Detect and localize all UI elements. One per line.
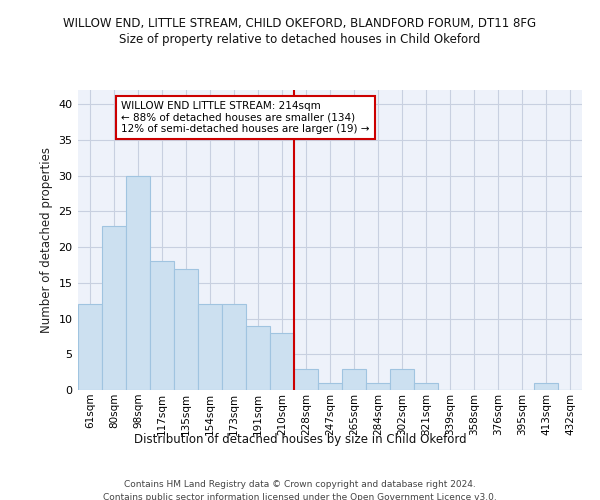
Text: WILLOW END LITTLE STREAM: 214sqm
← 88% of detached houses are smaller (134)
12% : WILLOW END LITTLE STREAM: 214sqm ← 88% o… [121, 100, 370, 134]
Bar [150, 262, 174, 390]
Bar [390, 368, 414, 390]
Text: Contains HM Land Registry data © Crown copyright and database right 2024.: Contains HM Land Registry data © Crown c… [124, 480, 476, 489]
Bar [534, 383, 558, 390]
Bar [294, 368, 318, 390]
Text: Size of property relative to detached houses in Child Okeford: Size of property relative to detached ho… [119, 32, 481, 46]
Y-axis label: Number of detached properties: Number of detached properties [40, 147, 53, 333]
Bar [318, 383, 342, 390]
Bar [366, 383, 390, 390]
Bar [342, 368, 366, 390]
Bar [414, 383, 438, 390]
Bar [198, 304, 222, 390]
Text: Contains public sector information licensed under the Open Government Licence v3: Contains public sector information licen… [103, 492, 497, 500]
Bar [174, 268, 198, 390]
Bar [102, 226, 126, 390]
Bar [126, 176, 150, 390]
Text: Distribution of detached houses by size in Child Okeford: Distribution of detached houses by size … [134, 432, 466, 446]
Text: WILLOW END, LITTLE STREAM, CHILD OKEFORD, BLANDFORD FORUM, DT11 8FG: WILLOW END, LITTLE STREAM, CHILD OKEFORD… [64, 18, 536, 30]
Bar [246, 326, 270, 390]
Bar [222, 304, 246, 390]
Bar [78, 304, 102, 390]
Bar [270, 333, 294, 390]
